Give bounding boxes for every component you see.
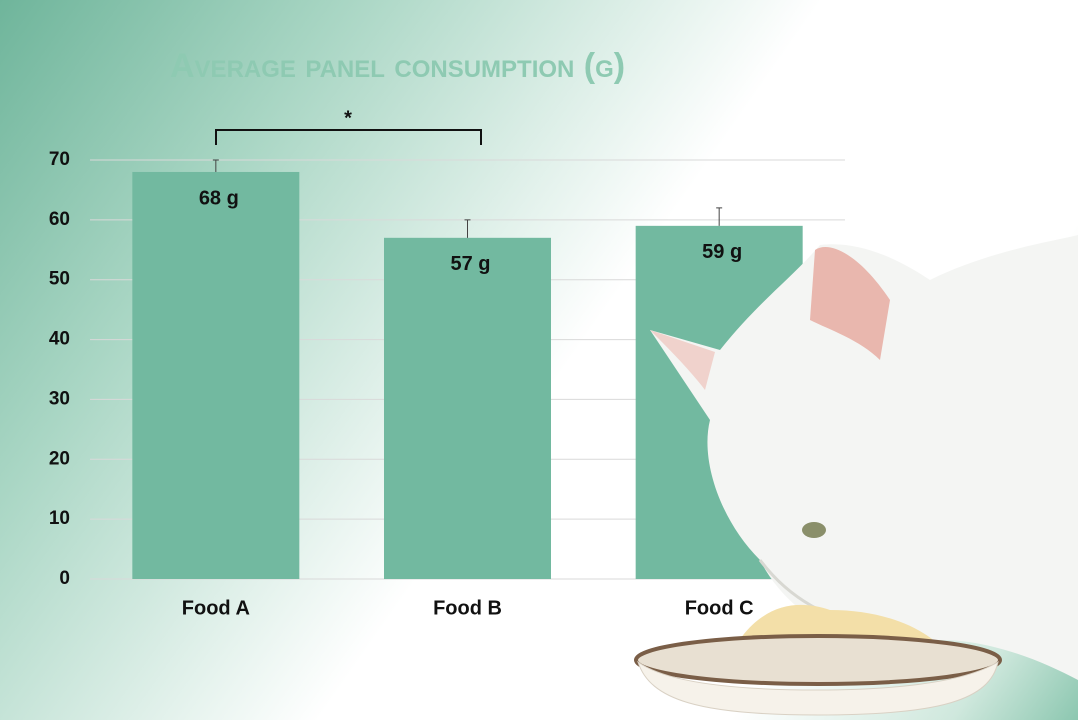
y-tick-label: 20	[49, 448, 70, 469]
y-tick-label: 0	[59, 568, 70, 589]
x-tick-label: Food C	[685, 597, 754, 619]
y-tick-label: 40	[49, 329, 70, 350]
y-tick-label: 70	[49, 149, 70, 170]
bar	[132, 171, 300, 579]
chart-title: Average panel consumption (g)	[170, 47, 625, 85]
y-tick-label: 50	[49, 269, 70, 290]
y-tick-label: 30	[49, 388, 70, 409]
y-tick-label: 10	[49, 508, 70, 529]
x-tick-label: Food A	[182, 597, 250, 619]
value-label: 57 g	[450, 253, 490, 275]
value-label: 59 g	[702, 241, 742, 263]
value-label: 68 g	[199, 187, 239, 209]
significance-marker: *	[344, 107, 352, 129]
bar	[384, 237, 551, 580]
significance-bracket	[215, 129, 482, 145]
bar	[635, 225, 803, 580]
y-tick-label: 60	[49, 209, 70, 230]
x-tick-label: Food B	[433, 597, 502, 619]
